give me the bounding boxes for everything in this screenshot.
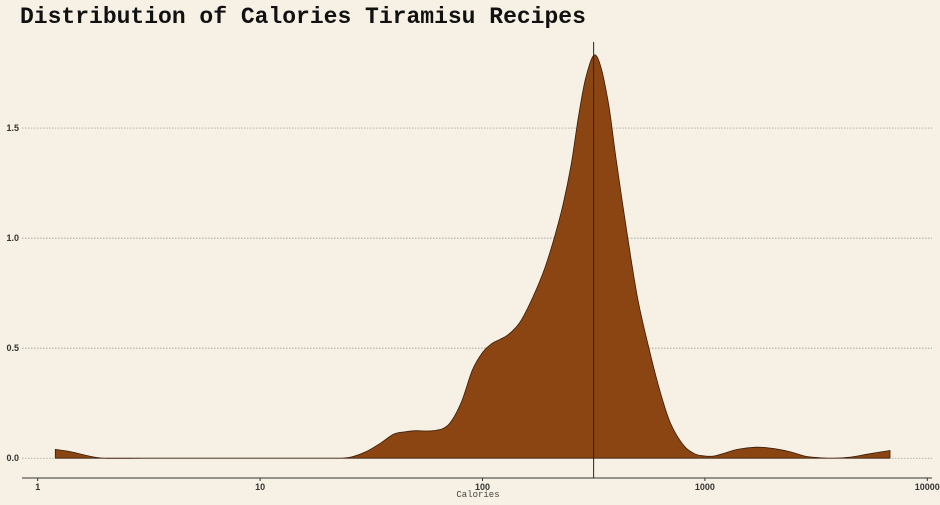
- x-tick-label: 1: [35, 482, 40, 492]
- x-tick-label: 1000: [695, 482, 715, 492]
- x-tick-label: 10000: [915, 482, 940, 492]
- x-axis-ticks: 1 10 100 1000 10000: [35, 478, 940, 492]
- density-area-path: [54, 54, 891, 459]
- y-tick-label: 0.5: [6, 343, 19, 353]
- y-tick-label: 0.0: [6, 453, 19, 463]
- density-area: [54, 54, 891, 459]
- y-tick-label: 1.5: [6, 123, 19, 133]
- x-axis-title: Calories: [456, 490, 499, 500]
- y-axis-ticks: 0.0 0.5 1.0 1.5: [6, 123, 19, 463]
- y-tick-label: 1.0: [6, 233, 19, 243]
- x-tick-label: 10: [255, 482, 265, 492]
- chart-title: Distribution of Calories Tiramisu Recipe…: [20, 4, 586, 30]
- x-tick-label: 100: [475, 482, 490, 492]
